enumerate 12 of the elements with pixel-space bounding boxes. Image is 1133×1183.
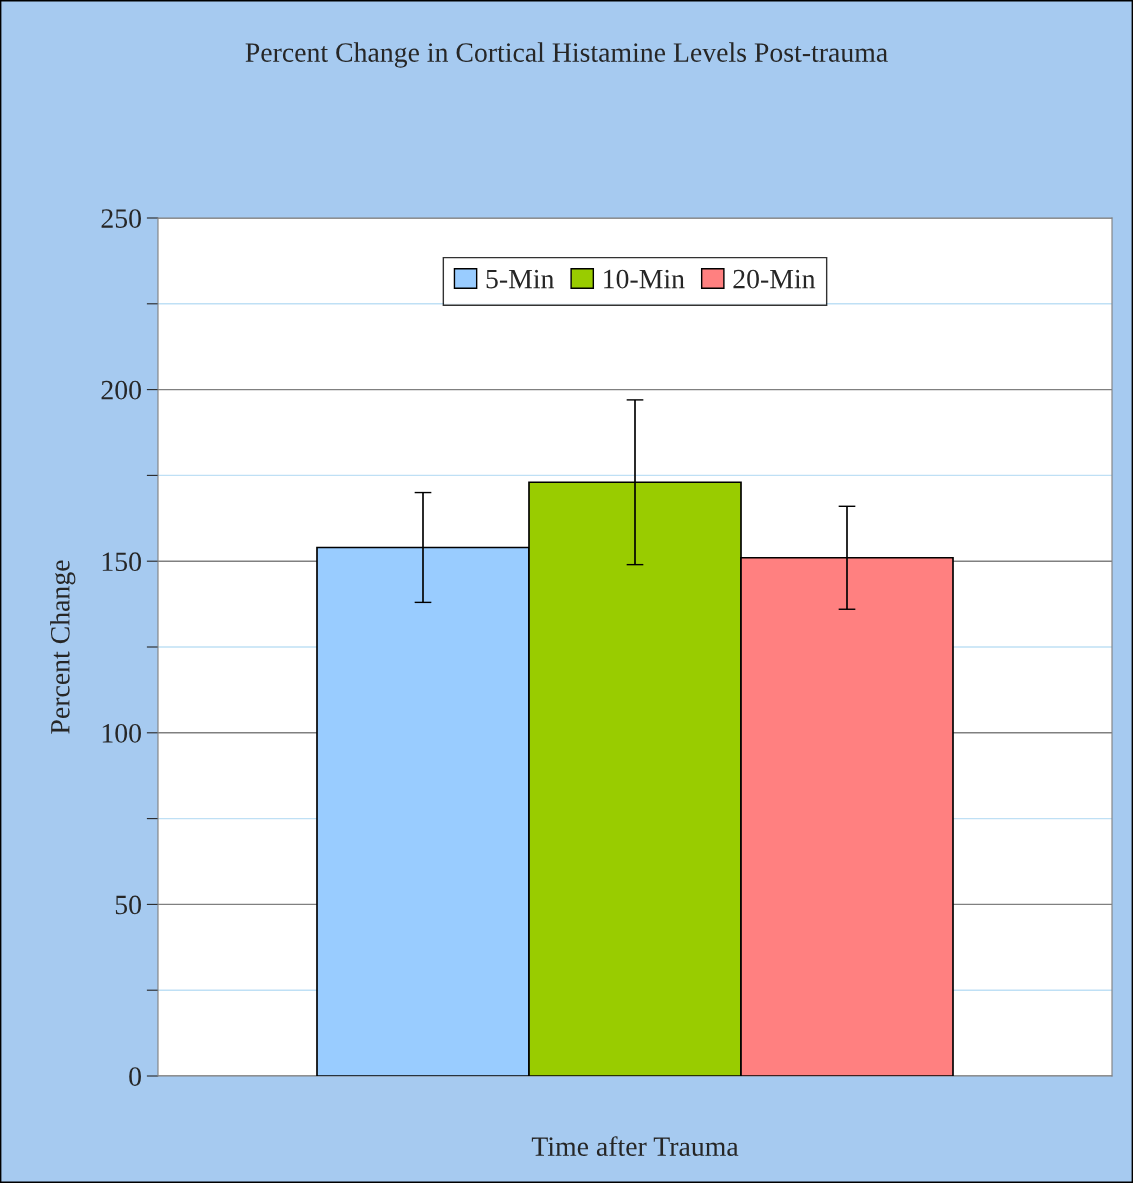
legend-label: 20-Min [733,269,816,289]
y-tick-label: 0 [129,1067,141,1086]
legend-label: 5-Min [486,269,555,289]
y-tick-label: 150 [102,552,141,572]
x-axis-title: Time after Trauma [531,1136,739,1156]
y-tick-label: 50 [115,895,141,915]
y-tick-label: 200 [101,380,141,400]
legend-label: 10-Min [604,269,685,289]
y-tick-label: 100 [102,723,141,743]
chart-title: Percent Change in Cortical Histamine Levels Post-trauma [245,42,888,68]
y-tick-label: 250 [101,209,141,228]
y-axis-title: Percent Change [50,560,76,734]
